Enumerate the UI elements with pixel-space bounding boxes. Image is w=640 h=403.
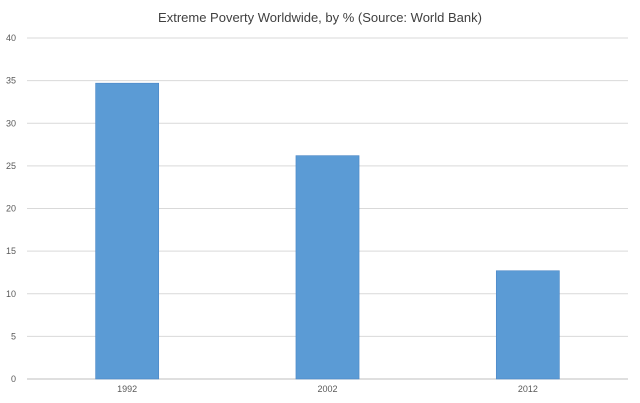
y-tick-label: 40 xyxy=(6,33,16,43)
y-tick-label: 0 xyxy=(11,374,16,384)
bar-2002 xyxy=(295,155,360,380)
y-tick-label: 25 xyxy=(6,161,16,171)
chart-title: Extreme Poverty Worldwide, by % (Source:… xyxy=(158,10,482,25)
bar-2012 xyxy=(495,270,560,380)
y-tick-label: 20 xyxy=(6,204,16,214)
y-axis-ticks: 0 5 10 15 20 25 30 35 40 xyxy=(6,33,16,384)
y-tick-label: 5 xyxy=(11,331,16,341)
x-tick-label-2012: 2012 xyxy=(518,384,538,394)
y-tick-label: 15 xyxy=(6,246,16,256)
y-tick-label: 10 xyxy=(6,289,16,299)
x-tick-label-2002: 2002 xyxy=(317,384,337,394)
bars xyxy=(95,82,560,380)
y-tick-label: 30 xyxy=(6,118,16,128)
y-tick-label: 35 xyxy=(6,76,16,86)
x-axis-ticks: 1992 2002 2012 xyxy=(117,384,538,394)
x-tick-label-1992: 1992 xyxy=(117,384,137,394)
bar-1992 xyxy=(95,82,160,380)
